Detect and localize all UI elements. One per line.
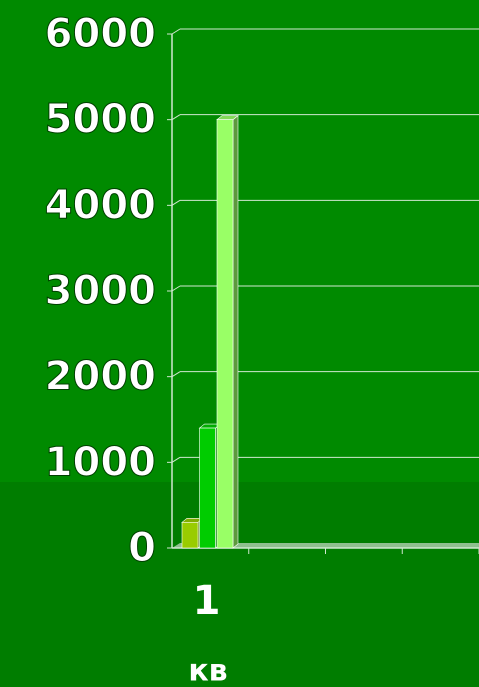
grid-line <box>171 114 181 121</box>
bar <box>199 427 216 549</box>
y-tick-label: 4000 <box>45 182 156 228</box>
grid-line <box>171 456 181 463</box>
bar <box>216 119 234 549</box>
background <box>0 482 479 687</box>
floor <box>172 543 479 548</box>
x-tick-label: 1 <box>193 578 221 624</box>
background <box>0 0 479 482</box>
y-tick-label: 1000 <box>45 439 156 485</box>
y-tick-label: 3000 <box>45 268 156 314</box>
grid-line <box>171 28 181 35</box>
y-tick-label: 5000 <box>45 97 156 143</box>
y-tick-label: 6000 <box>45 11 156 57</box>
bar-side <box>232 115 239 549</box>
grid-line <box>171 199 181 206</box>
x-axis-label: кв <box>188 654 227 687</box>
bar <box>181 521 199 549</box>
y-tick-label: 2000 <box>45 354 156 400</box>
y-tick-label: 0 <box>128 525 156 571</box>
grid-line <box>171 371 181 378</box>
grid-line <box>171 285 181 292</box>
